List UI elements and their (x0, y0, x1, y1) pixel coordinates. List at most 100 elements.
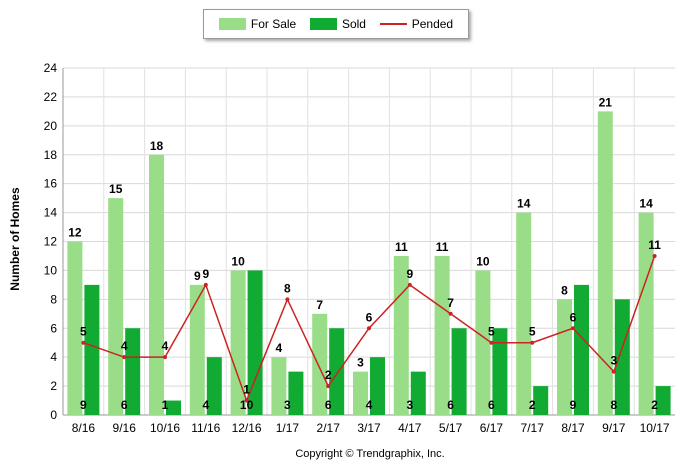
data-label-for-sale: 10 (231, 254, 245, 268)
y-tick-label: 4 (50, 350, 57, 364)
data-label-pended: 5 (488, 325, 495, 339)
data-label-for-sale: 10 (476, 254, 490, 268)
data-label-sold: 6 (447, 398, 454, 412)
x-tick-label: 11/16 (191, 421, 220, 435)
legend-label-for-sale: For Sale (250, 17, 297, 31)
data-label-pended: 11 (648, 238, 661, 252)
x-tick-label: 10/16 (150, 421, 180, 435)
data-label-pended: 9 (202, 267, 209, 281)
data-label-for-sale: 7 (316, 298, 323, 312)
bar-sold (492, 328, 508, 415)
x-tick-label: 10/17 (640, 421, 670, 435)
data-label-pended: 3 (610, 354, 617, 368)
data-label-for-sale: 14 (639, 197, 653, 211)
x-tick-label: 9/16 (113, 421, 137, 435)
data-label-sold: 9 (80, 398, 87, 412)
y-tick-label: 12 (44, 235, 58, 249)
grid-lines (63, 67, 675, 416)
y-tick-label: 24 (44, 61, 58, 75)
bar-sold (84, 284, 100, 415)
data-label-sold: 8 (610, 398, 617, 412)
data-label-sold: 3 (284, 398, 291, 412)
legend-item-pended[interactable]: Pended (379, 17, 453, 31)
data-label-for-sale: 12 (68, 226, 82, 240)
bar-for-sale (312, 313, 328, 415)
x-tick-label: 4/17 (398, 421, 422, 435)
pended-point (489, 340, 494, 345)
data-label-sold: 6 (121, 398, 128, 412)
data-label-pended: 4 (162, 339, 169, 353)
pended-point (652, 253, 657, 258)
data-label-for-sale: 11 (436, 240, 449, 254)
data-label-pended: 5 (80, 325, 87, 339)
data-label-pended: 7 (447, 296, 454, 310)
x-tick-label: 12/16 (232, 421, 262, 435)
data-label-for-sale: 3 (357, 356, 364, 370)
bar-sold (574, 284, 589, 415)
legend-label-sold: Sold (341, 17, 366, 31)
data-label-pended: 4 (121, 339, 128, 353)
bar-sold (533, 386, 549, 415)
bar-for-sale (271, 357, 287, 415)
y-tick-label: 2 (50, 379, 57, 393)
data-label-for-sale: 21 (599, 95, 613, 109)
data-label-pended: 6 (570, 310, 577, 324)
data-label-sold: 3 (406, 398, 413, 412)
bar-for-sale (475, 270, 491, 415)
bar-sold (166, 400, 181, 415)
data-labels: 1291561819410104376341131161061428921814… (68, 95, 661, 412)
pended-point (530, 340, 535, 345)
pended-point (407, 282, 412, 287)
legend-item-for-sale[interactable]: For Sale (218, 17, 297, 31)
pended-point (448, 311, 453, 316)
pended-point (571, 326, 575, 331)
bar-sold (451, 328, 467, 415)
y-tick-label: 20 (44, 119, 58, 133)
data-label-pended: 5 (529, 325, 536, 339)
y-tick-label: 6 (50, 321, 57, 335)
x-tick-label: 1/17 (276, 421, 300, 435)
data-label-sold: 6 (325, 398, 332, 412)
bar-for-sale (189, 284, 205, 415)
data-label-sold: 4 (202, 398, 209, 412)
data-label-sold: 10 (240, 398, 254, 412)
legend-item-sold[interactable]: Sold (309, 17, 366, 31)
data-label-for-sale: 15 (109, 182, 123, 196)
bar-for-sale (597, 111, 613, 415)
bar-for-sale (434, 255, 450, 415)
y-tick-label: 8 (50, 292, 57, 306)
y-axis-title: Number of Homes (8, 187, 22, 291)
bar-for-sale (393, 255, 409, 415)
data-label-sold: 2 (529, 398, 536, 412)
bar-sold (206, 357, 222, 415)
data-label-for-sale: 14 (517, 197, 531, 211)
data-label-for-sale: 4 (276, 341, 283, 355)
x-tick-label: 6/17 (480, 421, 504, 435)
bar-sold (614, 299, 630, 415)
bar-for-sale (230, 270, 246, 415)
bar-for-sale (67, 241, 83, 415)
bar-for-sale (149, 154, 164, 415)
x-tick-label: 8/17 (561, 421, 585, 435)
y-tick-label: 0 (50, 408, 57, 422)
y-tick-label: 10 (44, 263, 58, 277)
x-tick-label: 9/17 (602, 421, 626, 435)
bar-sold (125, 328, 141, 415)
data-label-pended: 1 (243, 383, 250, 397)
data-label-sold: 2 (651, 398, 658, 412)
pended-point (244, 398, 249, 403)
for-sale-swatch (218, 18, 246, 30)
pended-point (122, 355, 127, 360)
bar-for-sale (638, 212, 654, 415)
data-label-for-sale: 11 (395, 240, 408, 254)
data-label-pended: 8 (284, 281, 291, 295)
data-label-sold: 4 (366, 398, 373, 412)
data-label-for-sale: 8 (561, 283, 568, 297)
pended-point (285, 297, 290, 302)
pended-swatch (379, 23, 407, 25)
x-tick-label: 7/17 (521, 421, 545, 435)
y-tick-label: 14 (44, 206, 58, 220)
line-series (81, 253, 657, 403)
